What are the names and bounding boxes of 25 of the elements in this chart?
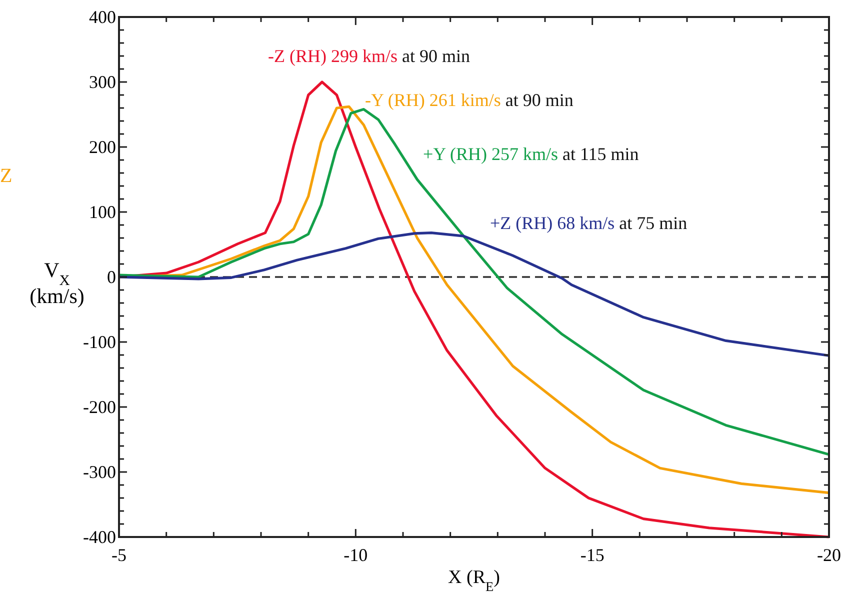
y-tick-label: -200 (83, 397, 116, 417)
x-tick-label: -15 (580, 545, 604, 565)
x-tick-label: -10 (344, 545, 368, 565)
annotation: at 75 min (614, 213, 688, 233)
annotation: at 90 min (500, 90, 574, 110)
annotation: at 90 min (398, 46, 470, 66)
y-tick-label: -100 (83, 332, 116, 352)
y-tick-label: 400 (89, 7, 116, 27)
line-series (118, 232, 830, 357)
series-label: +Y (RH) 257 km/s (423, 144, 558, 164)
y-tick-label: 0 (107, 267, 116, 287)
x-tick-label: -5 (112, 545, 126, 565)
y-tick-label: -400 (83, 527, 116, 547)
x-axis-title: X (R$_{E}$) (448, 567, 500, 594)
x-tick-label: -20 (817, 545, 841, 565)
series-label: -Y (RH) 261 kim/s (365, 90, 501, 110)
y-tick-label: -300 (83, 462, 116, 482)
series-label: -Z (RH) 299 km/s (268, 46, 398, 66)
y-tick-label: 100 (89, 202, 116, 222)
y-tick-label: 300 (89, 72, 116, 92)
text: Z (0, 165, 12, 187)
y-axis-title: V$_{X}$ (km/s) (30, 258, 84, 308)
series-label: +Z (RH) 68 km/s (490, 213, 615, 233)
y-tick-label: 200 (89, 137, 116, 157)
annotation: at 115 min (558, 144, 639, 164)
